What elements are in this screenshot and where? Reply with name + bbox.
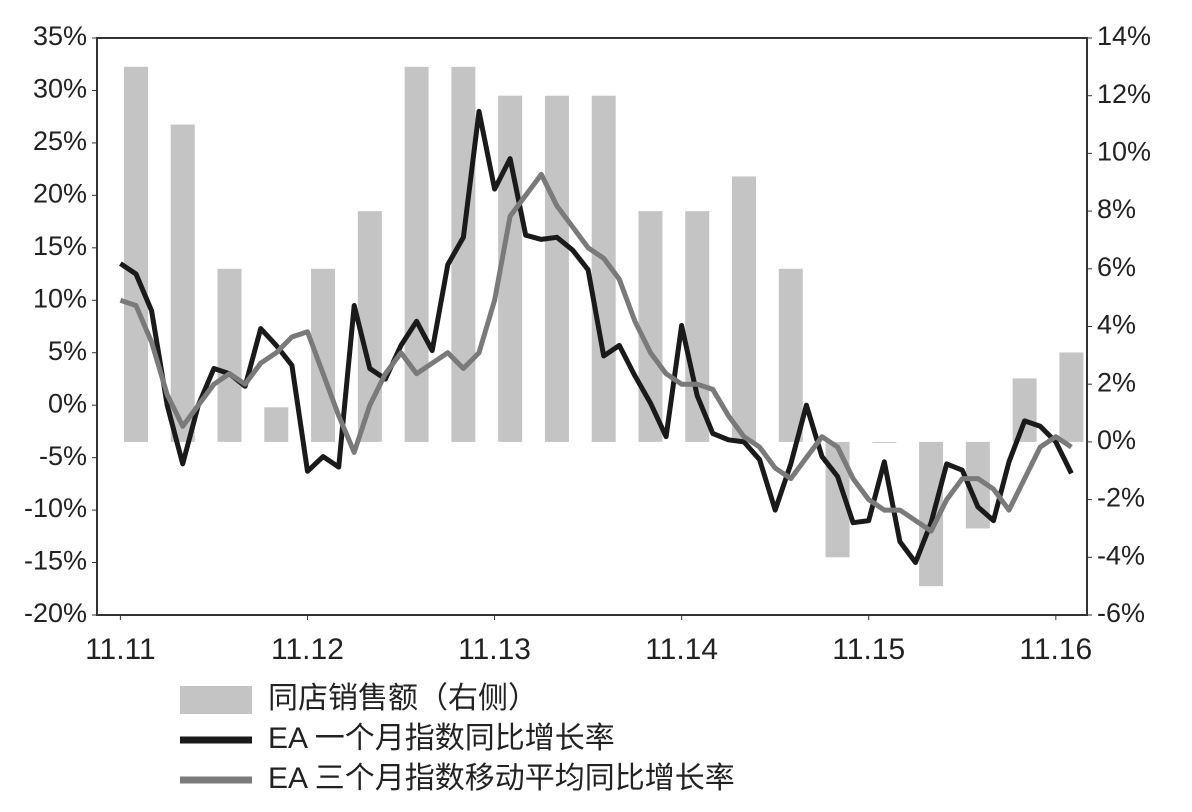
y-tick-label: 35% (33, 21, 87, 51)
bar (264, 407, 289, 442)
y2-tick-label: 2% (1097, 367, 1136, 397)
line-series (119, 171, 1073, 534)
y2-tick-label: 4% (1097, 310, 1136, 340)
y-tick-label: 25% (33, 126, 87, 156)
bar (732, 176, 757, 442)
legend-label: EA 三个月指数移动平均同比增长率 (268, 762, 735, 795)
bar (778, 268, 803, 442)
y-tick-label: 15% (33, 231, 87, 261)
y2-tick-label: 14% (1097, 21, 1151, 51)
y-tick-label: -15% (24, 546, 87, 576)
y-tick-label: 5% (48, 336, 87, 366)
bar (170, 124, 195, 442)
y-tick-label: -20% (24, 598, 87, 628)
x-tick-label: 11.16 (1019, 633, 1092, 666)
y2-tick-label: -4% (1097, 540, 1145, 570)
y-tick-label: -10% (24, 493, 87, 523)
x-tick-label: 11.11 (85, 633, 156, 666)
y2-tick-label: -2% (1097, 483, 1145, 513)
legend-label: 同店销售额（右侧） (268, 682, 538, 715)
y2-tick-label: -6% (1097, 598, 1145, 628)
bar (685, 211, 710, 442)
bar (123, 66, 148, 442)
y2-tick-label: 0% (1097, 425, 1136, 455)
bar (217, 268, 242, 442)
legend-label: EA 一个月指数同比增长率 (268, 722, 615, 755)
bar (1059, 352, 1084, 442)
bar (1012, 378, 1037, 442)
bar (404, 66, 429, 442)
bar (544, 95, 569, 442)
legend-swatch (180, 686, 252, 714)
y-tick-label: 20% (33, 178, 87, 208)
y2-tick-label: 12% (1097, 79, 1151, 109)
y-tick-label: 10% (33, 283, 87, 313)
y2-tick-label: 8% (1097, 194, 1136, 224)
y2-tick-label: 6% (1097, 252, 1136, 282)
y-tick-label: 0% (48, 388, 87, 418)
x-tick-label: 11.15 (832, 633, 905, 666)
y-tick-label: 30% (33, 74, 87, 104)
x-tick-label: 11.14 (645, 633, 718, 666)
y2-tick-label: 10% (1097, 137, 1151, 167)
bar (872, 441, 897, 443)
y-tick-label: -5% (39, 441, 87, 471)
x-tick-label: 11.12 (271, 633, 344, 666)
x-tick-label: 11.13 (458, 633, 531, 666)
